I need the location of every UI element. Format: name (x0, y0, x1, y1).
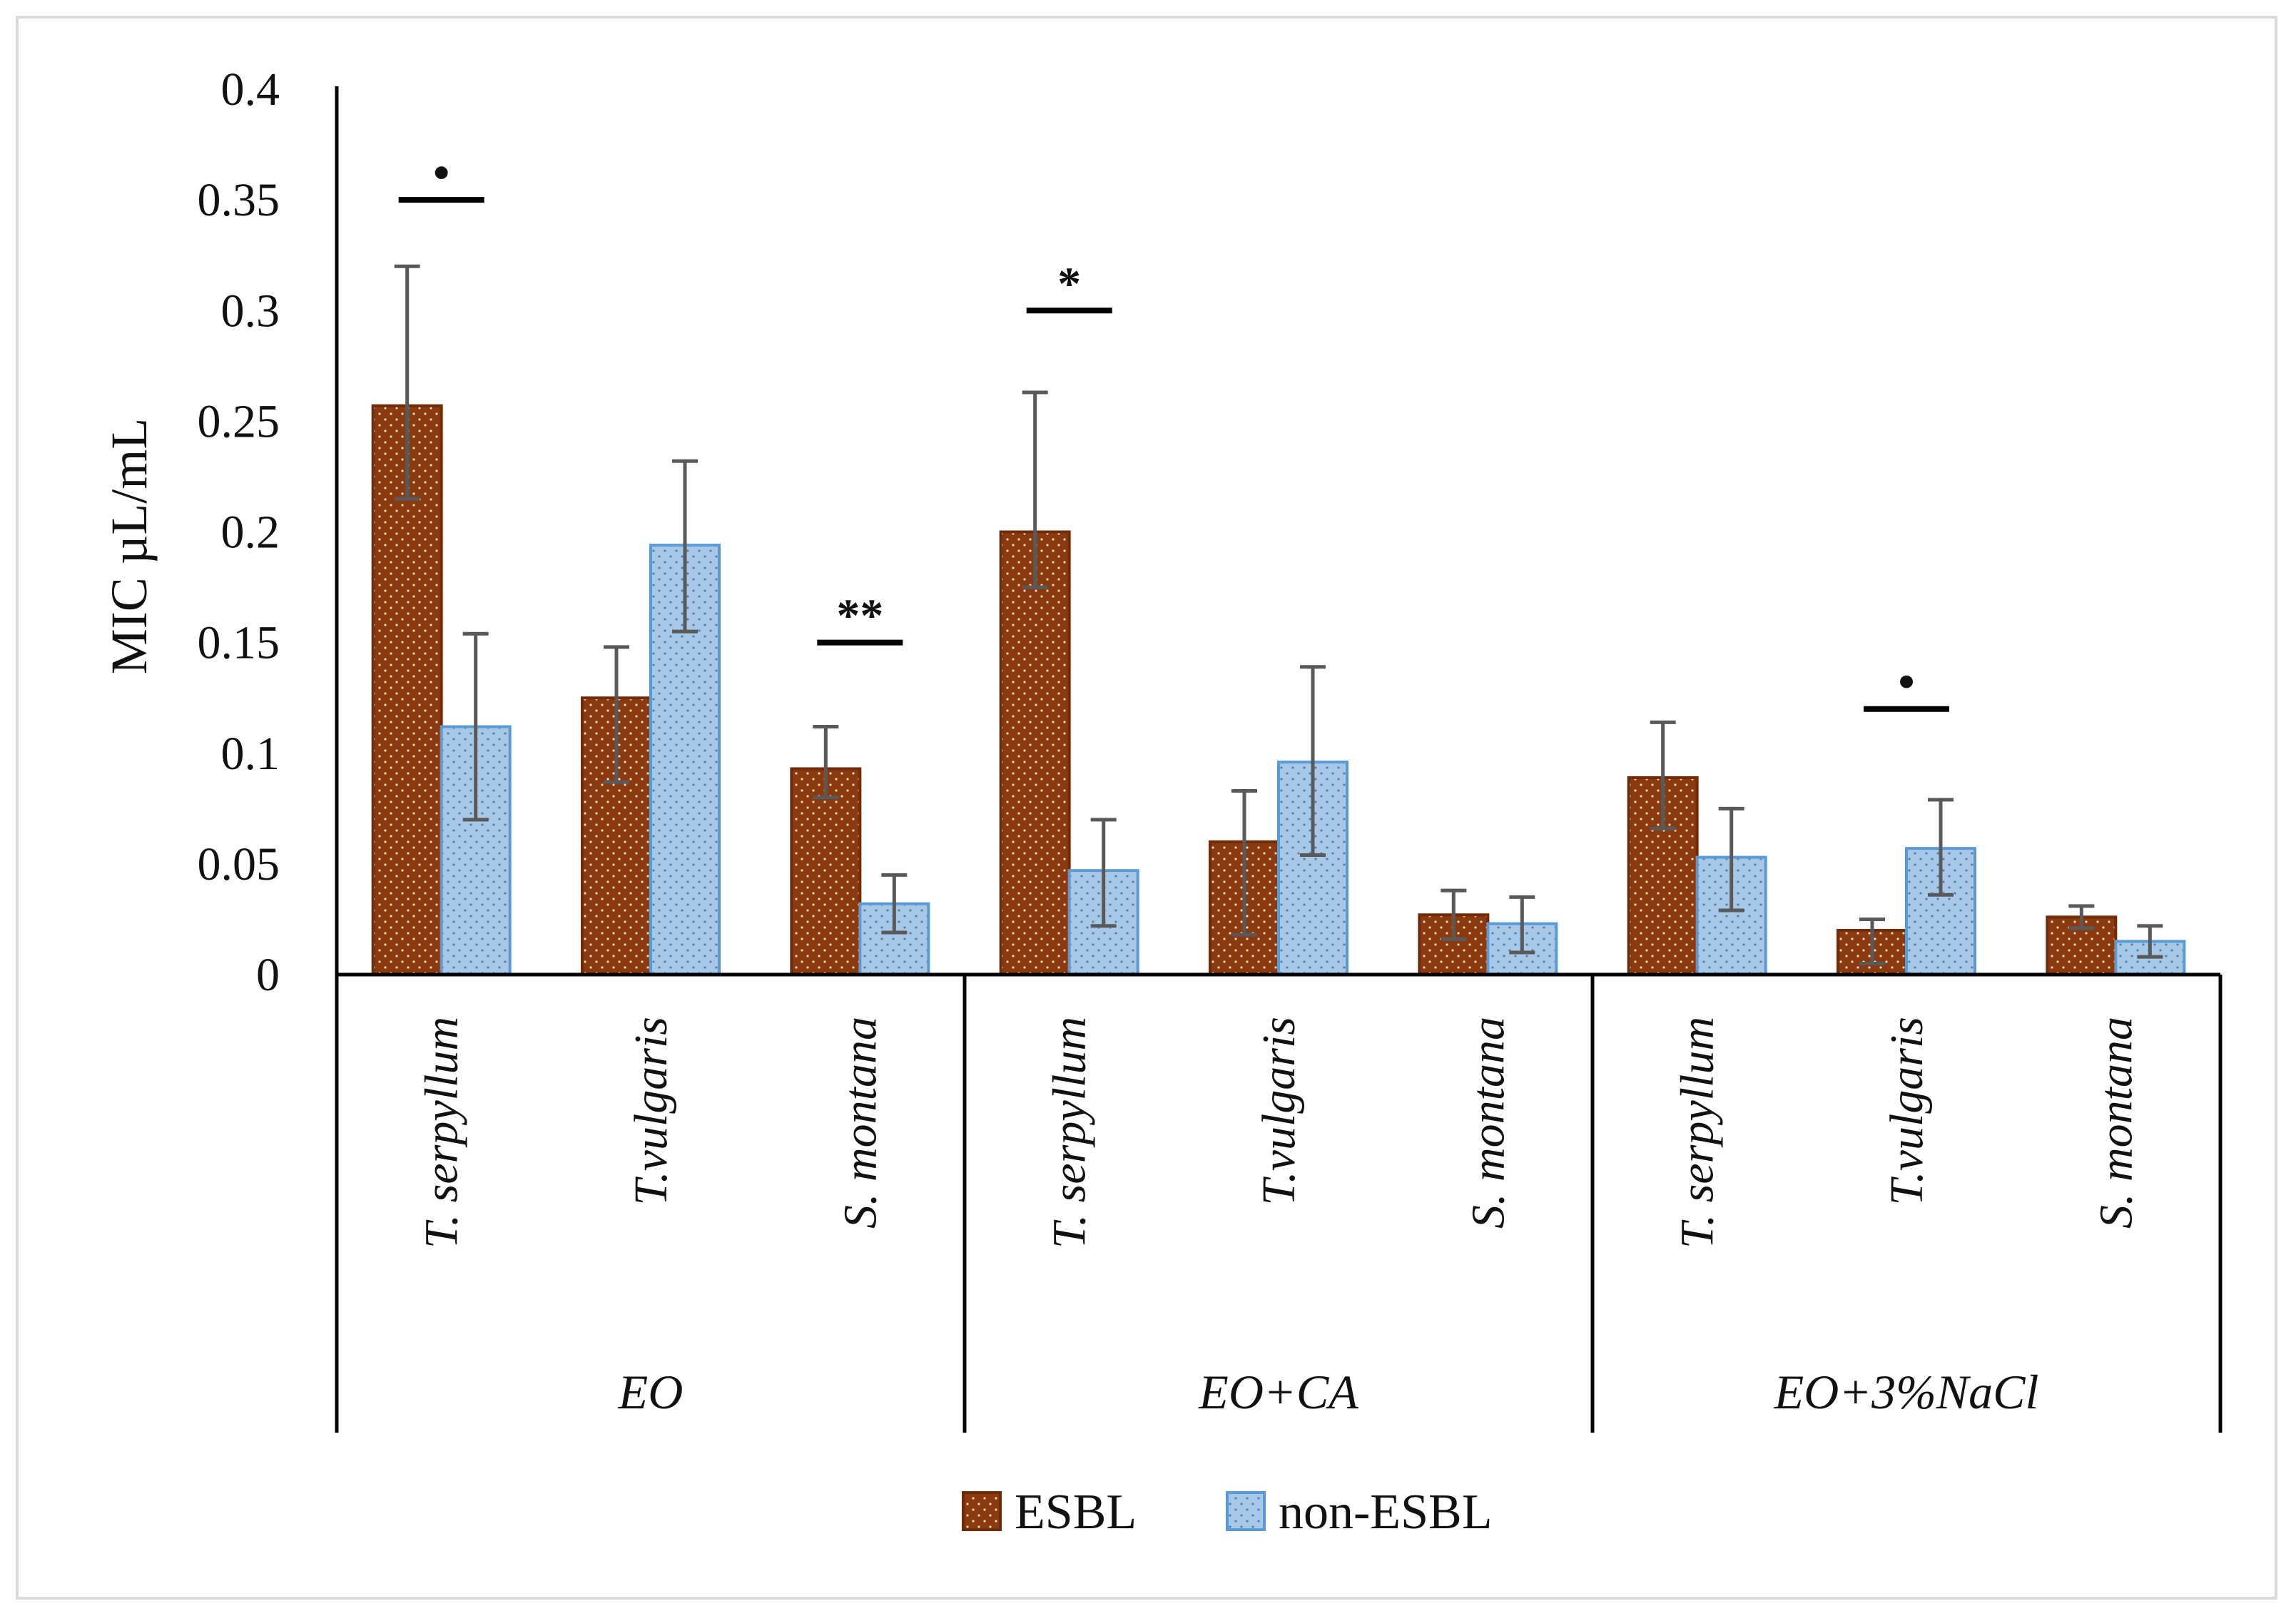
category-label: T. serpyllum (416, 1017, 468, 1249)
y-tick-label: 0 (256, 949, 280, 1001)
legend-swatch (1226, 1491, 1266, 1531)
legend-label: non-ESBL (1279, 1485, 1492, 1540)
legend: ESBL non-ESBL (962, 1485, 1492, 1540)
group-labels: EO EO+CA EO+3%NaCl (618, 1365, 2039, 1419)
y-axis-label: MIC µL/mL (101, 418, 158, 674)
category-label: T. serpyllum (1672, 1017, 1724, 1249)
category-label: T.vulgaris (1881, 1017, 1933, 1206)
y-tick-label: 0.05 (198, 838, 280, 890)
category-label: S. montana (2090, 1017, 2142, 1229)
y-tick-label: 0.1 (221, 728, 280, 780)
significance-symbol: • (433, 147, 449, 199)
category-labels: T. serpyllum T.vulgaris S. montana T. serpy… (416, 1017, 2143, 1249)
category-label: T.vulgaris (1253, 1017, 1305, 1206)
significance-symbol: * (1057, 258, 1081, 310)
non-esbl-bar (1695, 855, 1767, 976)
esbl-bar (790, 767, 862, 977)
category-label: S. montana (834, 1017, 886, 1229)
y-tick-label: 0.25 (198, 395, 280, 447)
esbl-bar (999, 530, 1071, 976)
category-label: T.vulgaris (625, 1017, 677, 1206)
group-label: EO (618, 1365, 684, 1419)
error-bars (394, 264, 2163, 965)
y-tick-label: 0.35 (198, 174, 280, 226)
y-tick-label: 0.15 (198, 617, 280, 669)
group-label: EO+CA (1198, 1365, 1358, 1419)
legend-swatch (962, 1491, 1002, 1531)
esbl-bar (371, 404, 443, 976)
group-label: EO+3%NaCl (1774, 1365, 2039, 1419)
y-tick-label: 0.3 (221, 285, 280, 337)
axes (335, 86, 2223, 1433)
y-tick-label: 0.4 (221, 63, 280, 116)
significance-symbol: • (1898, 656, 1914, 708)
category-label: S. montana (1462, 1017, 1514, 1229)
y-axis-ticks: 0 0.05 0.1 0.15 0.2 0.25 0.3 0.35 0.4 (198, 63, 280, 1001)
significance-annotations: •***• (398, 147, 1949, 712)
category-label: T. serpyllum (1044, 1017, 1096, 1249)
y-tick-label: 0.2 (221, 507, 280, 559)
significance-symbol: ** (836, 590, 883, 642)
legend-label: ESBL (1015, 1485, 1137, 1540)
